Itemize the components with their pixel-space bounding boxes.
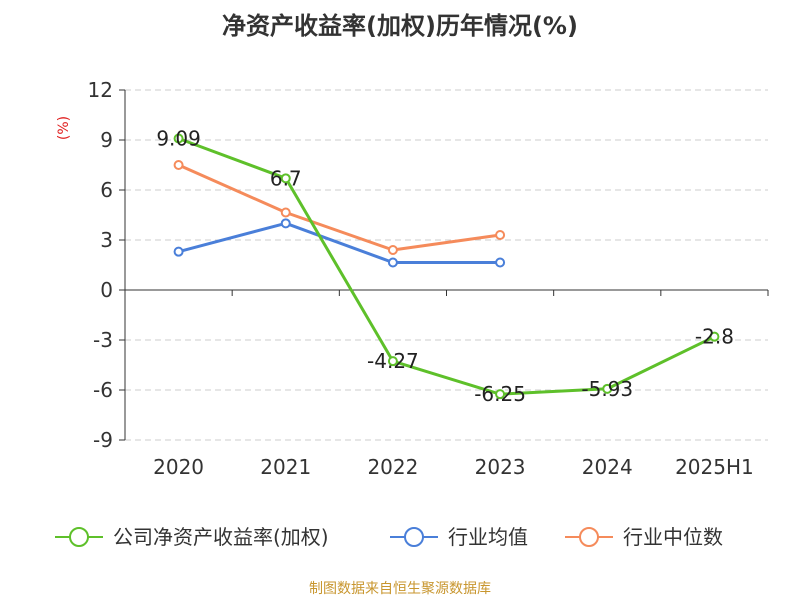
y-tick-label: -6 [93,378,113,402]
legend-label: 公司净资产收益率(加权) [113,525,329,549]
data-point-company [387,356,398,367]
data-labels: 9.09 6.7 -4.27 -6.25 -5.93 -2.8 [156,127,734,407]
y-tick-label: 12 [88,78,113,102]
legend-item-industry_avg: 行业均值 [390,525,528,549]
series-lines [173,133,720,400]
series-line-industry_median [177,163,501,252]
data-point-company [280,173,291,184]
grid-lines [125,89,768,441]
data-point-industry_avg [173,246,184,257]
legend-label: 行业中位数 [623,525,723,549]
data-point-industry_avg [387,257,398,268]
y-tick-label: -9 [93,428,113,452]
legend-marker-icon [579,527,599,547]
y-axis-title: (%) [56,116,72,140]
data-point-industry_median [173,160,184,170]
data-label: 6.7 [270,166,302,190]
x-tick-label: 2023 [475,455,526,479]
y-tick-label: 6 [100,178,113,202]
data-label: -5.93 [581,377,633,401]
data-point-industry_median [495,230,506,240]
x-tick-label: 2020 [153,455,204,479]
y-tick-label: 3 [100,228,113,252]
y-tick-label: 0 [100,278,113,302]
legend-marker-icon [69,527,89,547]
series-line-industry_avg [178,221,501,264]
data-point-company [709,331,720,342]
legend: 公司净资产收益率(加权) 行业均值 行业中位数 [55,525,723,549]
data-label: 9.09 [156,127,201,151]
legend-marker-icon [404,527,424,547]
y-tick-label: 9 [100,128,113,152]
data-point-company [173,133,184,144]
data-label: -6.25 [474,382,526,406]
legend-item-company: 公司净资产收益率(加权) [55,525,329,549]
x-tick-label: 2024 [582,455,633,479]
data-point-industry_median [387,245,398,255]
x-tick-label: 2021 [260,455,311,479]
data-point-industry_median [280,207,291,218]
data-label: -4.27 [367,349,419,373]
x-tick-label: 2025H1 [675,455,754,479]
data-source-note: 制图数据来自恒生聚源数据库 [309,581,491,597]
y-tick-label: -3 [93,328,113,352]
axes: 12 9 6 3 0 -3 -6 -9 2020 2021 2022 2023 2024 2025H1 (%… [56,78,769,479]
data-point-industry_avg [280,218,291,229]
data-point-company [602,383,613,394]
data-point-industry_avg [495,257,506,268]
series-line-company [178,137,716,396]
data-point-company [495,389,506,400]
legend-label: 行业均值 [448,525,528,549]
chart-title: 净资产收益率(加权)历年情况(%) [222,12,578,40]
data-label: -2.8 [695,325,734,349]
legend-item-industry_median: 行业中位数 [565,525,723,549]
x-tick-label: 2022 [367,455,418,479]
